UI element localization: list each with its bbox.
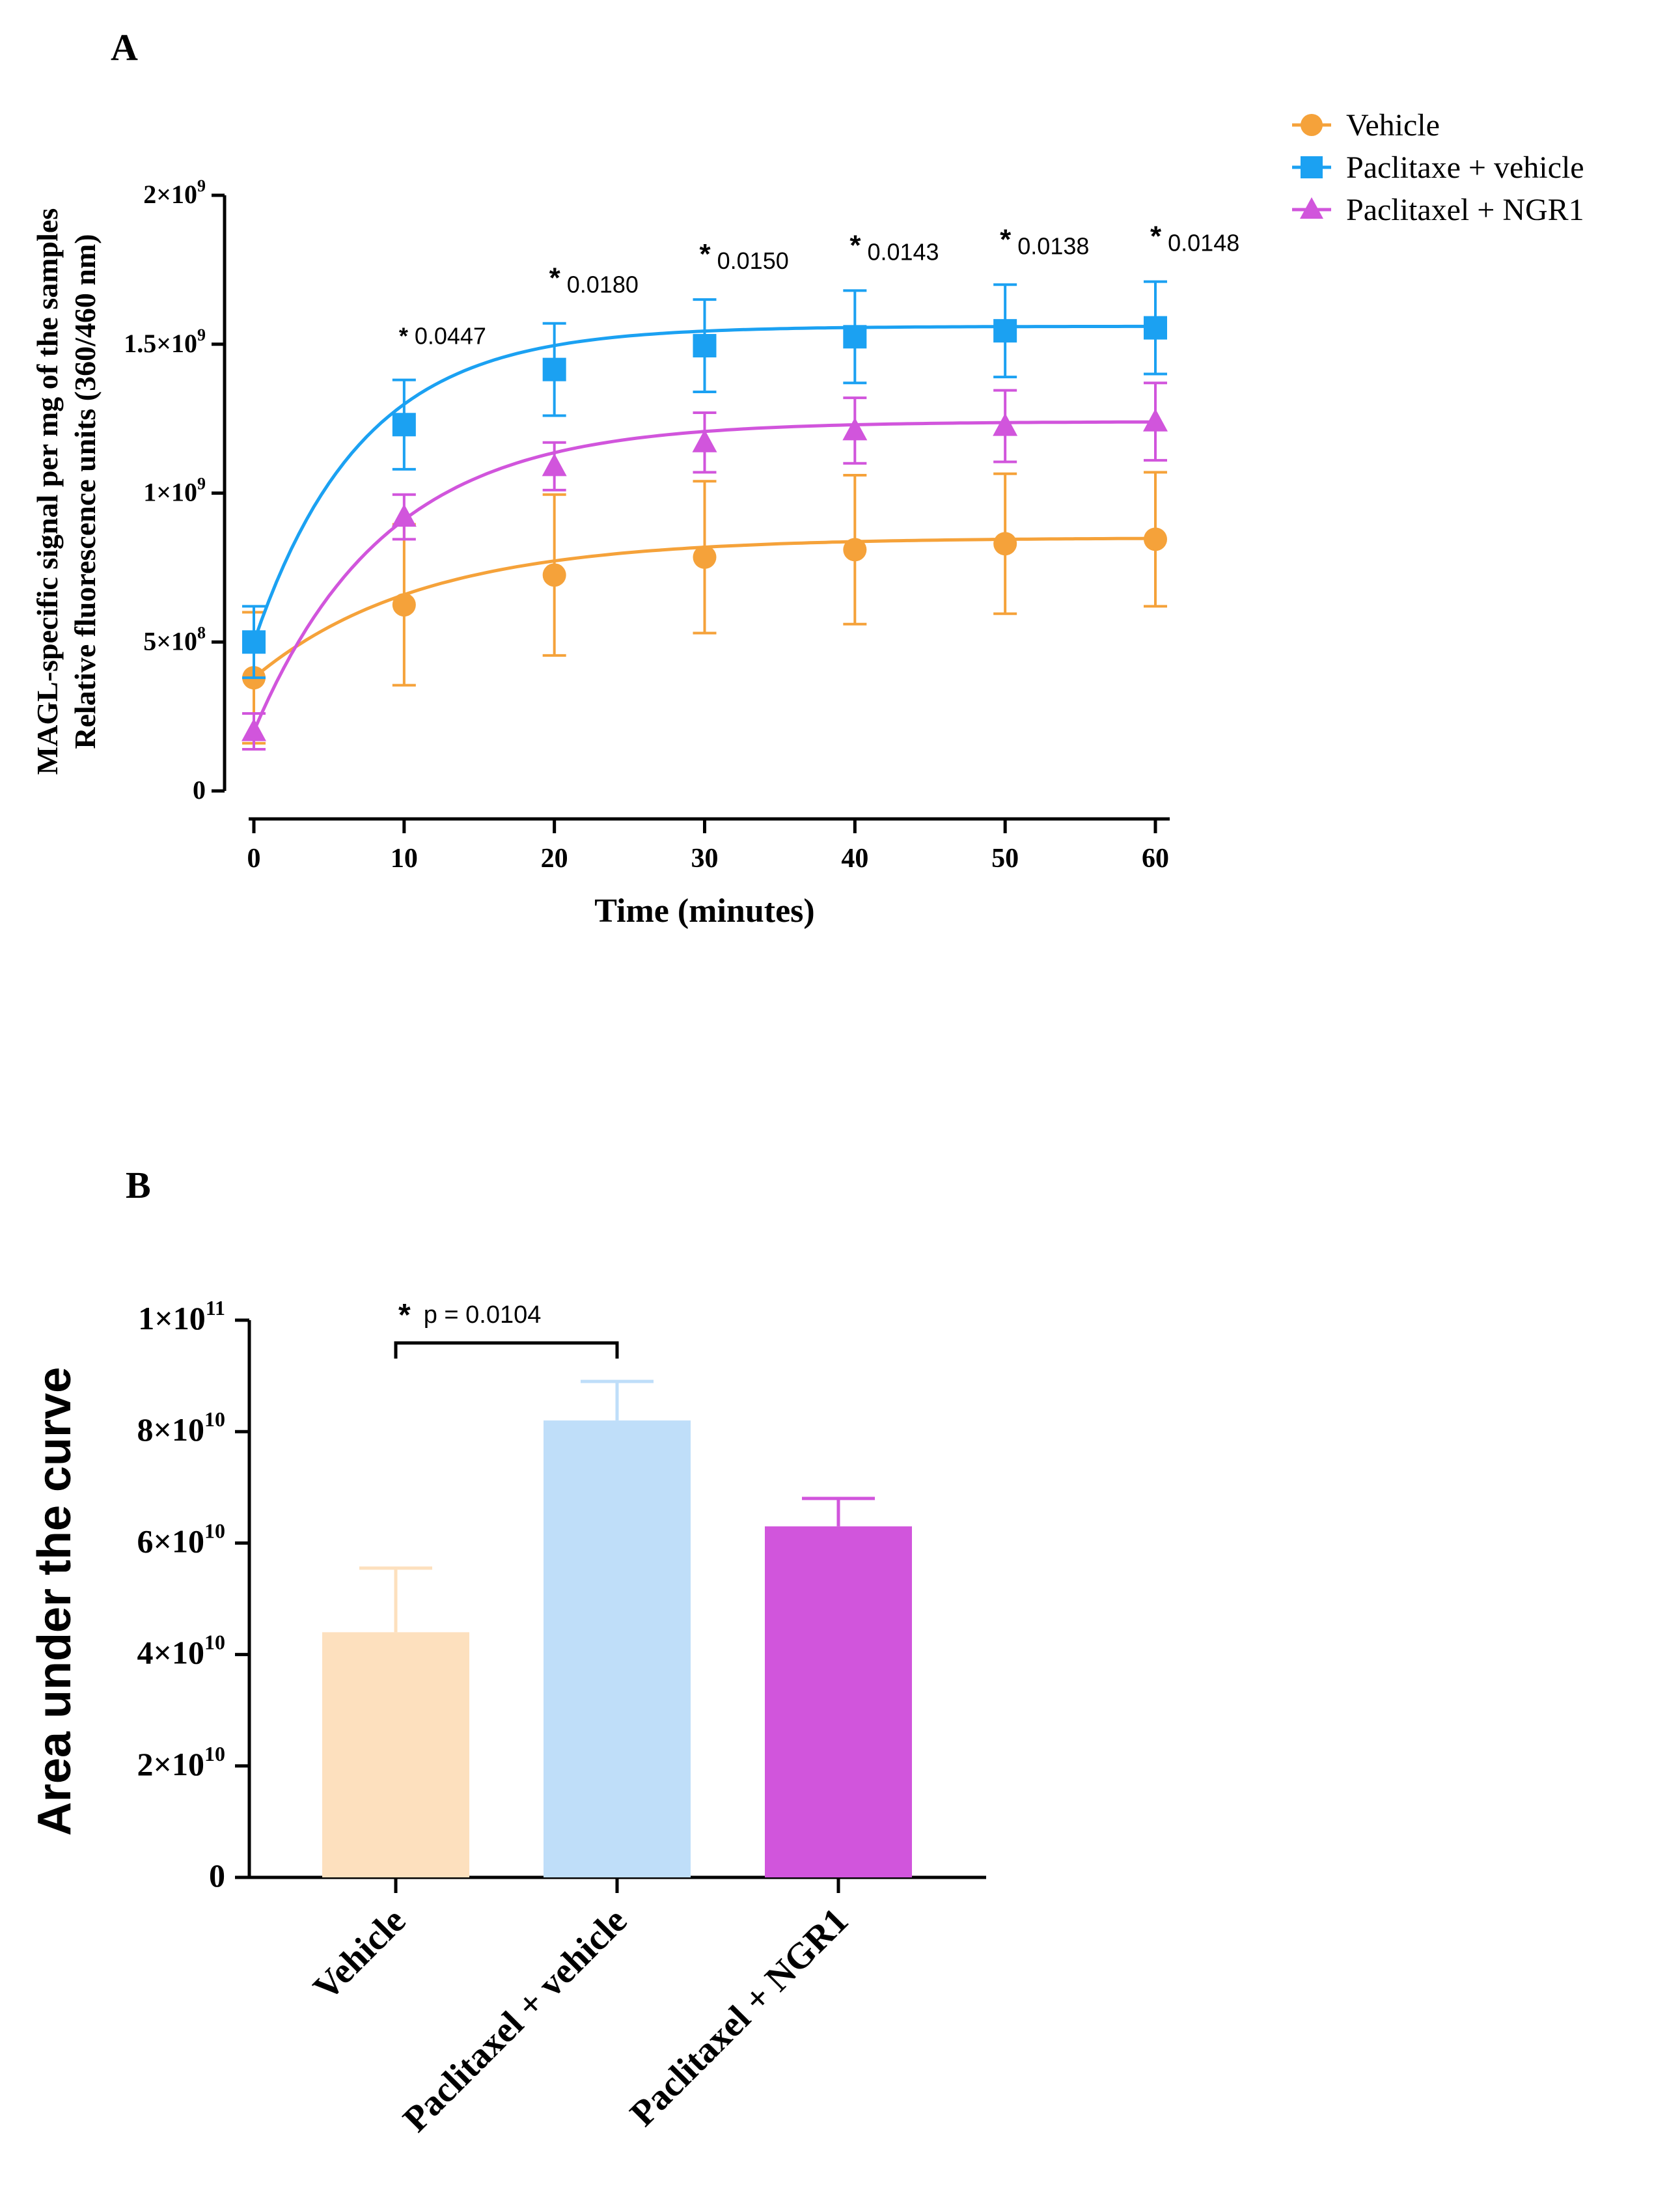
y-tick-label: 1×1011 — [138, 1296, 225, 1336]
x-axis-title: Time (minutes) — [594, 892, 814, 930]
y-tick-label: 0 — [209, 1857, 225, 1894]
y-axis-title-line1: MAGL-specific signal per mg of the sampl… — [31, 208, 64, 775]
data-point — [241, 718, 266, 741]
y-tick-label: 2×109 — [143, 176, 206, 209]
y-axis-title: Area under the curve — [29, 1367, 81, 1836]
y-axis-title-line2: Relative fluorescence units (360/460 nm) — [68, 234, 102, 749]
data-point — [242, 630, 266, 654]
legend: Vehicle Paclitaxe + vehicle Paclitaxel + N… — [1292, 108, 1584, 227]
y-tick-label: 0 — [193, 775, 206, 805]
bar — [544, 1420, 691, 1877]
y-tick-label: 6×1010 — [137, 1519, 226, 1559]
chart-b: B 0 2×1010 4×1010 6×1010 8×1010 1×1011 Area und… — [29, 1164, 986, 2140]
data-point — [392, 413, 416, 437]
legend-label: Paclitaxel + NGR1 — [1346, 193, 1584, 227]
y-tick-label: 1×109 — [143, 475, 206, 507]
y-tick-label: 5×108 — [143, 623, 206, 656]
x-tick-label: Vehicle — [306, 1900, 414, 2008]
series-2 — [241, 381, 1168, 751]
data-point — [693, 334, 717, 358]
data-point — [993, 319, 1017, 343]
legend-marker — [1300, 197, 1323, 219]
series-0 — [242, 471, 1167, 745]
data-point — [1143, 408, 1168, 432]
legend-marker — [1301, 156, 1323, 178]
significance-bracket — [394, 1341, 619, 1359]
significance-annotation: * 0.0180 — [549, 262, 639, 298]
significance-annotation: * 0.0138 — [1000, 223, 1089, 259]
legend-label: Vehicle — [1346, 108, 1440, 143]
chart-a: A 0 5×108 1×109 1.5×109 2×109 0 10 20 30 40 50 60 Tim… — [31, 26, 1584, 930]
y-tick-label: 2×1010 — [137, 1742, 226, 1782]
legend-label: Paclitaxe + vehicle — [1346, 150, 1584, 185]
data-point — [542, 357, 566, 381]
significance-label: * p = 0.0104 — [398, 1298, 541, 1333]
y-tick-label: 8×1010 — [137, 1407, 226, 1448]
x-tick-label: 10 — [391, 844, 418, 874]
x-tick-label: 60 — [1142, 844, 1169, 874]
x-tick-label: 20 — [541, 844, 568, 874]
x-tick-label: 50 — [991, 844, 1019, 874]
bar — [765, 1526, 912, 1877]
data-point — [392, 593, 416, 617]
legend-marker — [1301, 114, 1323, 136]
x-tick-label: Paclitaxel + vehicle — [396, 1900, 635, 2140]
data-point — [842, 417, 868, 441]
significance-annotation: * 0.0148 — [1150, 221, 1239, 256]
series-1 — [242, 280, 1167, 680]
y-tick-label: 1.5×109 — [124, 325, 206, 358]
significance-annotation: * 0.0447 — [399, 323, 486, 350]
bar — [322, 1632, 469, 1877]
data-point — [391, 504, 417, 527]
data-point — [693, 545, 717, 569]
data-point — [542, 563, 566, 587]
data-point — [843, 325, 867, 349]
data-point — [692, 429, 717, 452]
x-tick-label: 40 — [841, 844, 868, 874]
panel-label-a: A — [111, 26, 138, 68]
panel-label-b: B — [126, 1164, 151, 1206]
x-tick-label: Paclitaxel + NGR1 — [622, 1900, 856, 2134]
data-point — [542, 453, 567, 477]
data-point — [1144, 316, 1167, 340]
significance-annotation: * 0.0143 — [849, 229, 939, 265]
data-point — [843, 538, 867, 562]
y-tick-label: 4×1010 — [137, 1631, 226, 1671]
x-tick-label: 30 — [691, 844, 719, 874]
x-tick-label: 0 — [247, 844, 261, 874]
data-point — [993, 413, 1018, 436]
data-point — [993, 532, 1017, 556]
data-point — [1144, 527, 1167, 551]
significance-annotation: * 0.0150 — [700, 238, 789, 274]
